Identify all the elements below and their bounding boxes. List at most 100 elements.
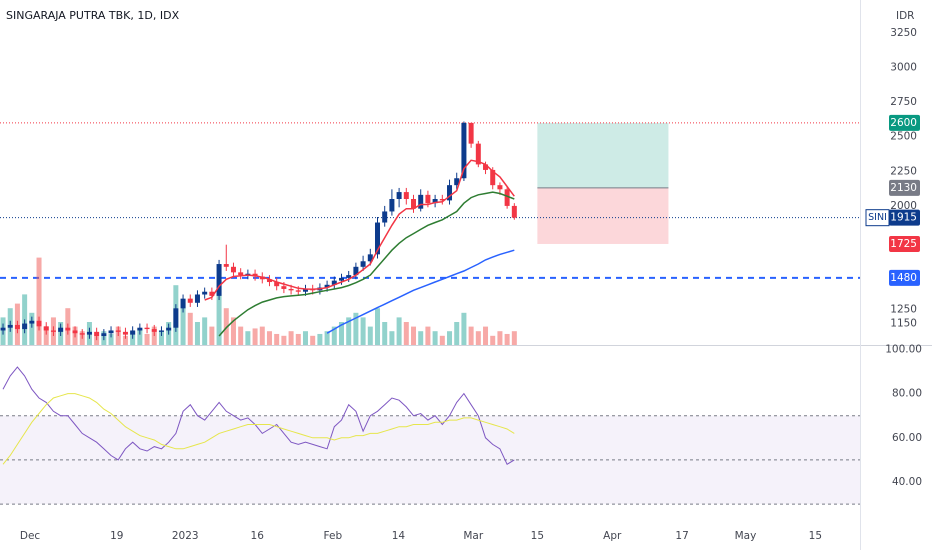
candle-body: [475, 143, 481, 165]
volume-bar: [43, 326, 49, 345]
series-line: [2, 393, 515, 465]
volume-bar: [295, 333, 301, 345]
candle-body: [504, 189, 510, 206]
candle-body: [202, 291, 208, 295]
y-tick-label: 1150: [890, 318, 917, 330]
candle-body: [468, 122, 474, 144]
y-tick-label: 2000: [890, 200, 917, 212]
candle-body: [367, 254, 373, 262]
candle-body: [382, 211, 388, 223]
stop-tag: 1725: [890, 238, 917, 250]
volume-bar: [302, 331, 308, 345]
volume-bar: [230, 317, 236, 345]
y-tick-label: 2250: [890, 165, 917, 177]
candle-body: [50, 330, 56, 332]
candle-body: [461, 122, 467, 179]
volume-bar: [266, 331, 272, 345]
candle-body: [108, 330, 114, 334]
last-price-tag-bg: [889, 209, 920, 226]
candle-body: [432, 199, 438, 204]
candle-body: [36, 320, 42, 327]
candle-body: [144, 327, 150, 330]
series-line: [2, 366, 515, 466]
series-line: [218, 191, 515, 337]
candle-body: [151, 329, 157, 332]
candle-body: [295, 290, 301, 292]
candle-body: [396, 192, 402, 200]
x-tick-label: 2023: [172, 530, 199, 542]
volume-bar: [403, 322, 409, 345]
rsi-tick-label: 40.00: [892, 476, 922, 488]
candle-body: [72, 330, 78, 334]
candle-body: [302, 288, 308, 292]
candle-body: [353, 266, 359, 276]
candle-body: [180, 298, 186, 309]
candle-body: [187, 298, 193, 303]
candle-body: [403, 192, 409, 200]
volume-bar: [288, 331, 294, 345]
candle-body: [439, 199, 445, 201]
level-tag: 1480: [890, 272, 917, 284]
volume-bar: [454, 322, 460, 345]
target-tag-bg: [889, 114, 920, 131]
volume-bar: [202, 317, 208, 345]
volume-bar: [396, 317, 402, 345]
volume-bar: [338, 322, 344, 345]
stop-tag-bg: [889, 235, 920, 252]
candle-body: [43, 326, 49, 331]
volume-bar: [490, 335, 496, 345]
volume-bar: [209, 326, 215, 345]
candle-body: [411, 199, 417, 209]
candle-body: [115, 330, 121, 332]
volume-bar: [310, 335, 316, 345]
candle-body: [288, 288, 294, 291]
volume-bar: [137, 328, 143, 345]
volume-bar: [382, 322, 388, 345]
candle-body: [338, 277, 344, 281]
volume-bar: [439, 335, 445, 345]
volume-bar: [259, 326, 265, 345]
candle-body: [360, 261, 366, 267]
volume-bar: [461, 312, 467, 345]
y-tick-label: 3000: [890, 62, 917, 74]
last-price-tag: 1915: [890, 212, 917, 224]
rsi-tick-label: 100.00: [885, 343, 922, 355]
candle-body: [58, 327, 64, 332]
volume-bar: [274, 333, 280, 345]
volume-bar: [108, 333, 114, 345]
volume-bar: [245, 331, 251, 345]
volume-bar: [483, 326, 489, 345]
candle-body: [375, 222, 381, 255]
candle-body: [346, 275, 352, 278]
volume-bar: [497, 331, 503, 345]
candle-body: [158, 330, 164, 332]
rsi-tick-label: 80.00: [892, 388, 922, 400]
volume-bar: [475, 331, 481, 345]
x-tick-label: Feb: [324, 530, 343, 542]
candle-body: [418, 194, 424, 209]
x-tick-label: Mar: [463, 530, 483, 542]
x-tick-label: Dec: [20, 530, 41, 542]
rsi-tick-label: 60.00: [892, 432, 922, 444]
candle-body: [490, 169, 496, 186]
volume-bar: [375, 308, 381, 345]
candle-body: [79, 333, 85, 335]
x-tick-label: 14: [392, 530, 406, 542]
candle-body: [389, 199, 395, 212]
volume-bar: [353, 312, 359, 345]
candle-body: [0, 327, 6, 331]
candle-body: [223, 264, 229, 267]
volume-bar: [252, 328, 258, 345]
candle-body: [7, 324, 13, 328]
x-tick-label: 19: [110, 530, 123, 542]
candle-body: [238, 272, 244, 276]
candle-body: [230, 266, 236, 273]
volume-bar: [389, 331, 395, 345]
candle-body: [101, 333, 107, 337]
volume-bar: [411, 326, 417, 345]
volume-bar: [216, 280, 222, 345]
volume-bar: [511, 331, 517, 345]
candle-body: [331, 280, 337, 285]
volume-bar: [238, 326, 244, 345]
